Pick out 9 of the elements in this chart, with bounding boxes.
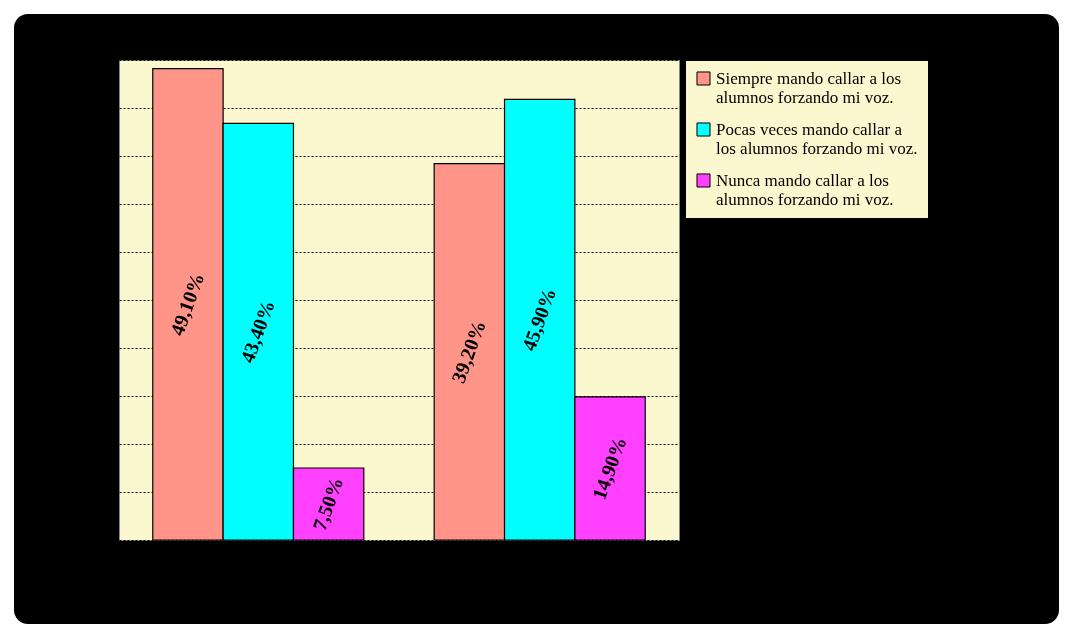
data-label: 7,50% bbox=[307, 474, 348, 534]
legend-label: Nunca mando callar a los alumnos forzando mi voz. bbox=[716, 170, 894, 209]
data-label: 43,40% bbox=[235, 297, 279, 366]
data-label: 45,90% bbox=[517, 285, 561, 354]
data-label: 49,10% bbox=[165, 269, 209, 339]
legend-label: Pocas veces mando callar a los alumnos forzando mi voz. bbox=[716, 119, 918, 158]
legend-label: Siempre mando callar a los alumnos forzando mi voz. bbox=[716, 68, 902, 107]
data-label: 14,90% bbox=[587, 433, 631, 503]
data-label: 39,20% bbox=[446, 317, 490, 386]
